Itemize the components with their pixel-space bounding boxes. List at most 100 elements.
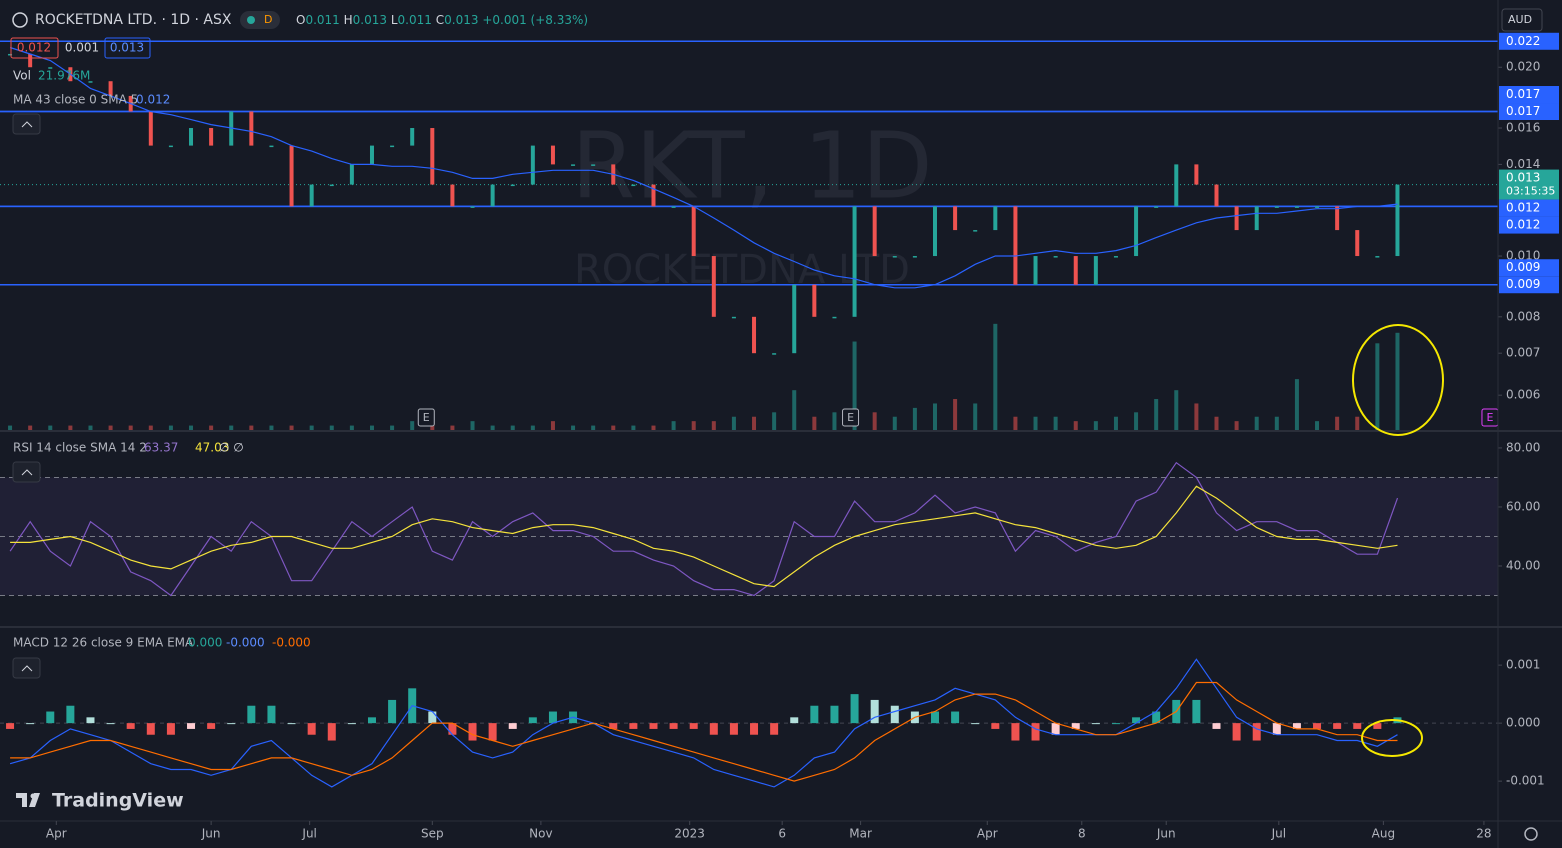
volume-bar bbox=[48, 425, 53, 430]
candle bbox=[510, 184, 515, 187]
macd-histogram-bar bbox=[629, 723, 638, 729]
ask[interactable]: 0.013 bbox=[110, 41, 144, 55]
macd-histogram-bar bbox=[66, 705, 75, 724]
macd-histogram-bar bbox=[1212, 723, 1221, 729]
price-label-box bbox=[1499, 199, 1559, 217]
price-label-box bbox=[1499, 86, 1559, 104]
candle bbox=[1395, 184, 1400, 257]
macd-histogram-bar bbox=[810, 705, 819, 724]
ask-box[interactable] bbox=[104, 37, 151, 59]
macd-histogram-bar bbox=[1272, 723, 1281, 735]
volume-bar bbox=[329, 425, 334, 430]
candle bbox=[1073, 256, 1078, 285]
volume-bar bbox=[1315, 421, 1320, 430]
macd-histogram-bar bbox=[709, 723, 718, 735]
price-label-box bbox=[1499, 32, 1559, 50]
volume-bar bbox=[631, 425, 636, 430]
volume-bar bbox=[832, 412, 837, 430]
status-pill[interactable] bbox=[240, 11, 280, 29]
volume-bar bbox=[410, 421, 415, 430]
volume-bar bbox=[1174, 390, 1179, 430]
macd-histogram-bar bbox=[830, 705, 839, 724]
highlight-ellipse bbox=[1361, 719, 1423, 757]
y-tick-label: 0.000 bbox=[1506, 716, 1540, 730]
collapse-button[interactable] bbox=[12, 113, 41, 135]
candle bbox=[1093, 256, 1098, 285]
logo-text[interactable]: TradingView bbox=[52, 790, 184, 812]
candle bbox=[1113, 256, 1118, 258]
volume-bar bbox=[510, 425, 515, 430]
rsi-extra: ∅ ∅ bbox=[219, 441, 244, 455]
volume-bar bbox=[892, 416, 897, 430]
macd-histogram-bar bbox=[1152, 711, 1161, 724]
candle bbox=[912, 256, 917, 258]
volume-bar bbox=[731, 416, 736, 430]
watermark-subtitle: ROCKETDNA LTD bbox=[574, 247, 910, 293]
candle bbox=[28, 53, 33, 68]
x-tick-label: Sep bbox=[421, 827, 444, 841]
price-label: 0.013 bbox=[1506, 171, 1540, 185]
volume-bar bbox=[189, 425, 194, 430]
candle bbox=[792, 284, 797, 354]
volume-bar bbox=[88, 425, 93, 430]
candle bbox=[108, 81, 113, 96]
price-label: 0.017 bbox=[1506, 87, 1540, 101]
countdown-label: 03:15:35 bbox=[1506, 185, 1555, 198]
macd-histogram-bar bbox=[850, 694, 859, 724]
candle bbox=[1013, 206, 1018, 285]
volume-bar bbox=[912, 407, 917, 430]
bid-box[interactable] bbox=[10, 37, 59, 59]
macd-histogram-bar bbox=[1333, 723, 1342, 729]
symbol-icon[interactable] bbox=[12, 12, 28, 28]
macd-histogram-bar bbox=[267, 705, 276, 724]
volume-bar bbox=[792, 390, 797, 430]
x-tick-label: Nov bbox=[529, 827, 552, 841]
ohlc-value: 0.011 bbox=[398, 13, 432, 27]
bid[interactable]: 0.012 bbox=[17, 41, 51, 55]
volume-legend: Vol bbox=[13, 69, 31, 83]
candle bbox=[932, 206, 937, 257]
macd-histogram-bar bbox=[870, 699, 879, 724]
ohlc-change: +0.001 (+8.33%) bbox=[482, 13, 588, 27]
macd-histogram-bar bbox=[669, 723, 678, 729]
x-tick-label: 28 bbox=[1476, 827, 1491, 841]
macd-histogram-bar bbox=[1373, 723, 1382, 729]
candle bbox=[289, 145, 294, 207]
candle bbox=[1254, 206, 1259, 231]
candle bbox=[450, 184, 455, 207]
price-label-box bbox=[1499, 103, 1559, 121]
candle bbox=[550, 145, 555, 165]
candle bbox=[148, 111, 153, 146]
volume-bar bbox=[309, 425, 314, 430]
event-label: E bbox=[1486, 411, 1493, 424]
watermark-title: RKT, 1D bbox=[571, 112, 932, 219]
y-tick-label: 0.008 bbox=[1506, 309, 1540, 323]
symbol-title[interactable]: ROCKETDNA LTD. · 1D · ASX bbox=[35, 12, 232, 28]
currency[interactable]: AUD bbox=[1508, 13, 1532, 26]
currency-button[interactable] bbox=[1501, 8, 1543, 32]
candle bbox=[168, 145, 173, 148]
collapse-button[interactable] bbox=[12, 461, 41, 483]
macd-value: -0.000 bbox=[226, 636, 265, 650]
macd-histogram-bar bbox=[649, 723, 658, 729]
macd-histogram-bar bbox=[1031, 723, 1040, 741]
volume-bar bbox=[1234, 421, 1239, 430]
volume-bar bbox=[651, 425, 656, 430]
volume-bar bbox=[711, 421, 716, 430]
ohlc-label: C bbox=[436, 13, 444, 27]
ohlc-value: 0.013 bbox=[444, 13, 478, 27]
volume-bar bbox=[470, 421, 475, 430]
macd-histogram-bar bbox=[508, 723, 517, 729]
volume-bar bbox=[1013, 416, 1018, 430]
candle bbox=[1053, 256, 1058, 258]
volume-bar bbox=[168, 425, 173, 430]
macd-histogram-bar bbox=[971, 723, 980, 725]
candle bbox=[872, 206, 877, 257]
volume-bar bbox=[1335, 416, 1340, 430]
collapse-button[interactable] bbox=[12, 657, 41, 679]
macd-histogram-bar bbox=[991, 723, 1000, 729]
volume-bar bbox=[209, 425, 214, 430]
volume-bar bbox=[289, 425, 294, 430]
y-tick-label: 0.001 bbox=[1506, 658, 1540, 672]
settings-icon[interactable] bbox=[1524, 827, 1538, 841]
